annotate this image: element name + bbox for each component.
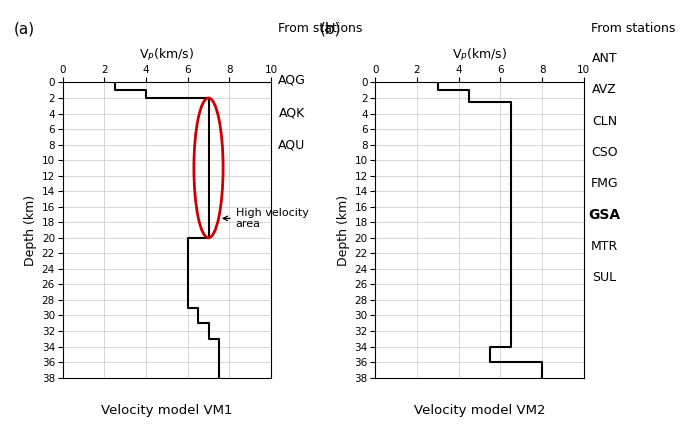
Text: CLN: CLN xyxy=(592,115,617,128)
Text: AQG: AQG xyxy=(278,74,306,87)
Text: FMG: FMG xyxy=(591,177,619,190)
Text: MTR: MTR xyxy=(591,240,619,253)
Y-axis label: Depth (km): Depth (km) xyxy=(24,194,38,266)
Text: Velocity model VM1: Velocity model VM1 xyxy=(101,404,233,417)
Text: From stations: From stations xyxy=(591,22,675,35)
X-axis label: V$_P$(km/s): V$_P$(km/s) xyxy=(452,47,507,63)
Y-axis label: Depth (km): Depth (km) xyxy=(337,194,350,266)
Text: AQK: AQK xyxy=(279,106,305,119)
Text: ANT: ANT xyxy=(592,52,617,65)
Text: Velocity model VM2: Velocity model VM2 xyxy=(414,404,546,417)
Text: High velocity
area: High velocity area xyxy=(223,207,309,229)
Text: AVZ: AVZ xyxy=(592,83,617,96)
Text: AQU: AQU xyxy=(278,139,306,152)
Text: (b): (b) xyxy=(320,22,341,37)
X-axis label: V$_P$(km/s): V$_P$(km/s) xyxy=(139,47,195,63)
Text: SUL: SUL xyxy=(593,271,616,284)
Text: From stations: From stations xyxy=(278,22,362,35)
Text: GSA: GSA xyxy=(589,208,621,222)
Text: CSO: CSO xyxy=(591,146,618,159)
Text: (a): (a) xyxy=(14,22,35,37)
